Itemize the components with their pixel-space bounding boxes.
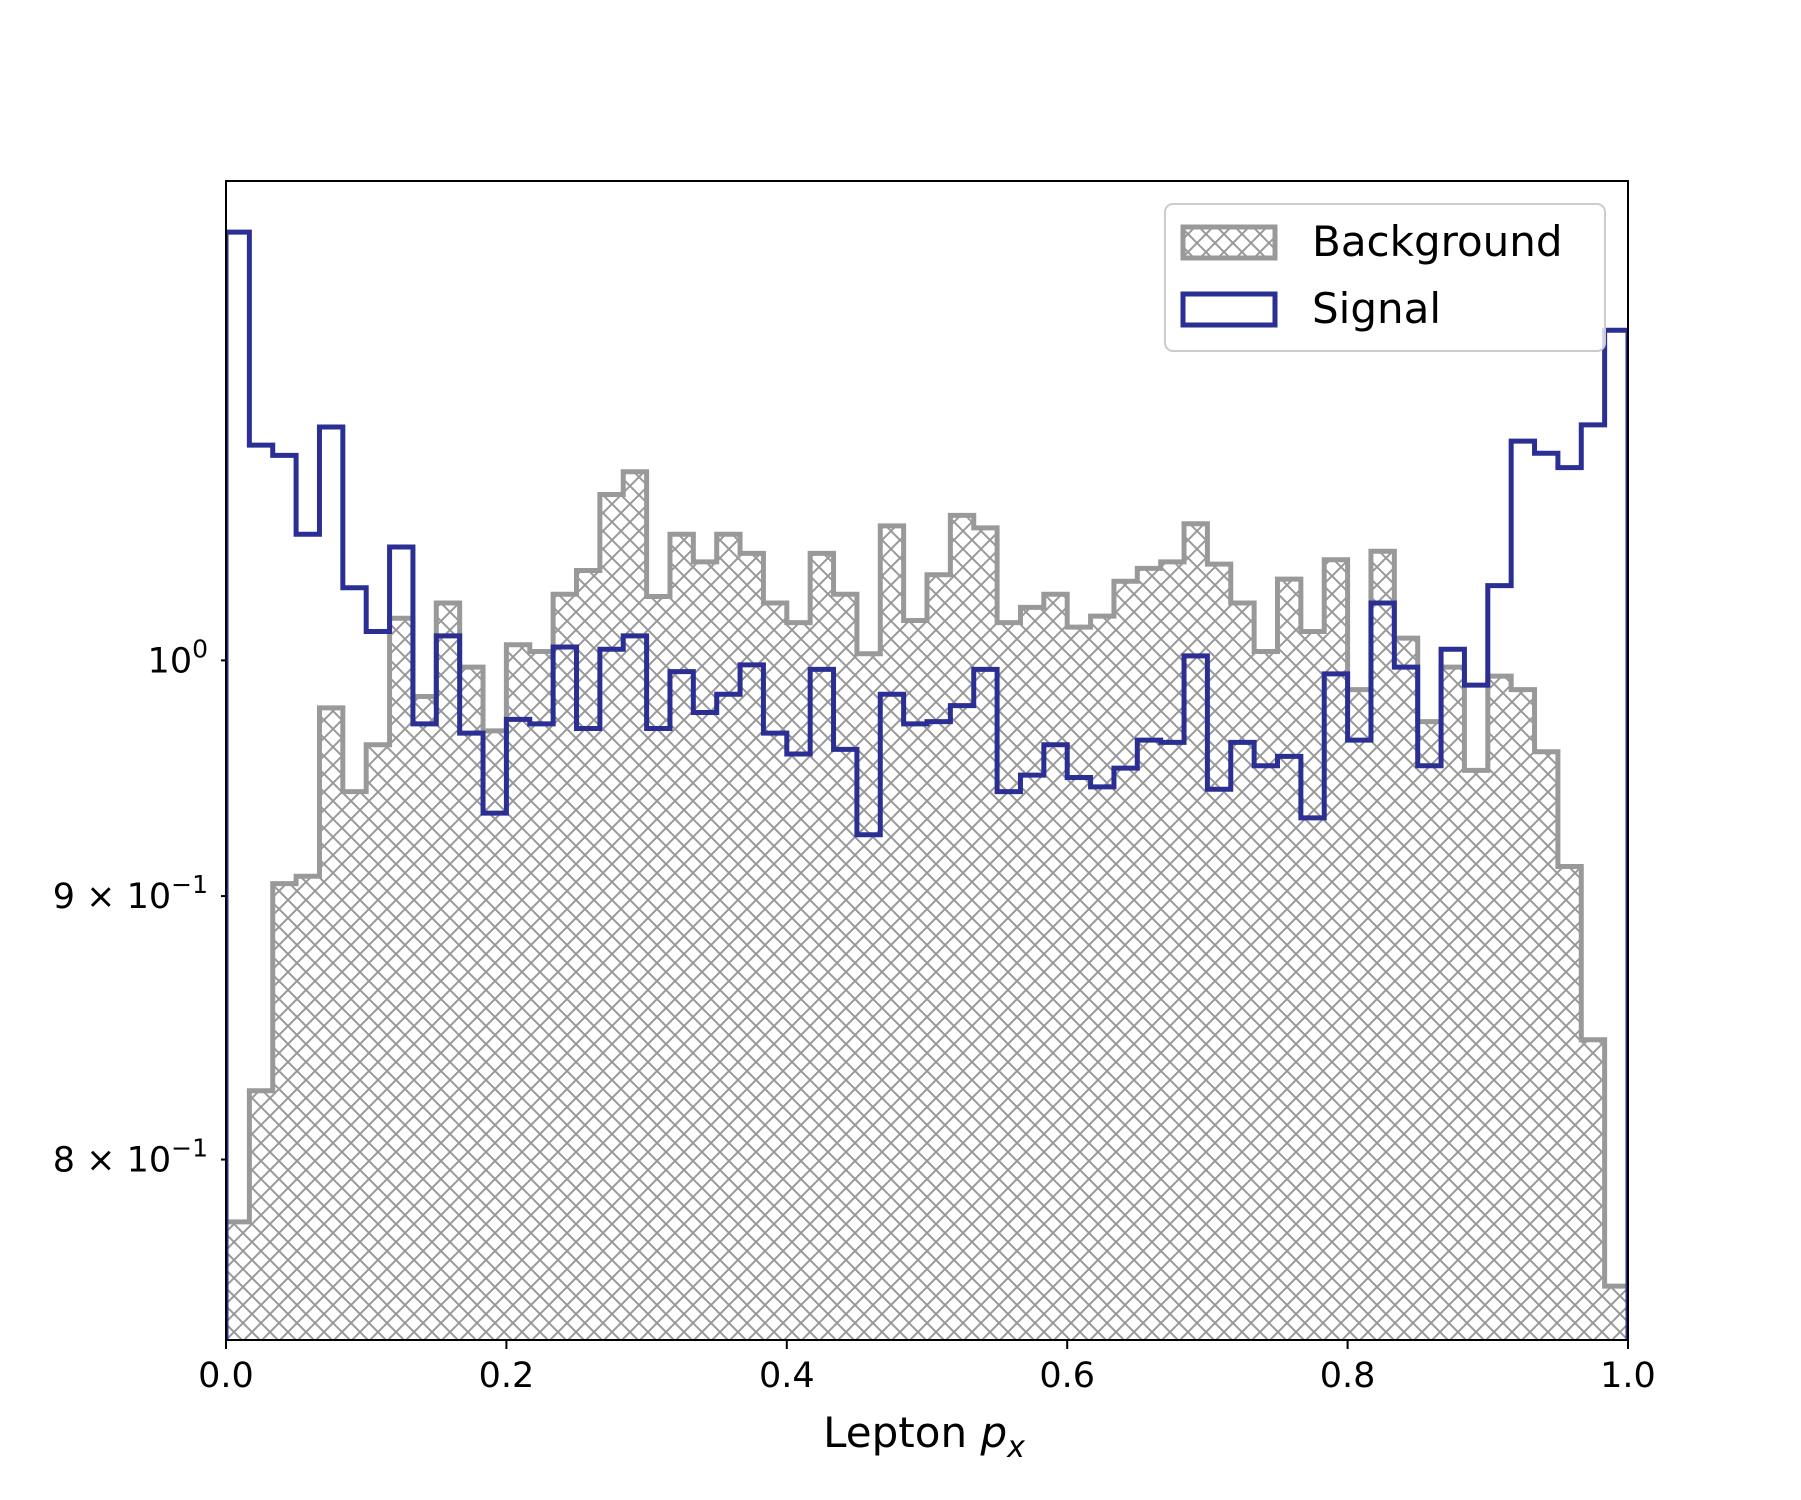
background-bin — [716, 534, 741, 1340]
background-bin — [1370, 551, 1395, 1340]
legend-background-label: Background — [1312, 217, 1563, 266]
background-bin — [927, 574, 951, 1340]
background-bin — [973, 527, 998, 1340]
background-bin — [856, 653, 881, 1340]
signal-outline — [226, 229, 1628, 1340]
x-axis: 0.0 0.2 0.4 0.6 0.8 1.0 — [198, 1340, 1656, 1396]
background-bin — [1020, 607, 1045, 1340]
background-bin — [1324, 559, 1349, 1340]
background-bin — [903, 620, 928, 1340]
background-bin — [1300, 631, 1325, 1340]
background-bin — [1230, 602, 1255, 1340]
signal-bin — [1605, 330, 1628, 1340]
background-bin — [810, 553, 835, 1340]
background-bin — [553, 594, 577, 1340]
background-bin — [459, 667, 484, 1340]
background-bin — [1043, 594, 1068, 1340]
background-bin — [1277, 579, 1302, 1340]
background-bin — [880, 525, 905, 1340]
background-bin — [1487, 676, 1512, 1340]
background-bin — [1347, 689, 1372, 1340]
background-bin — [342, 791, 367, 1340]
y-tick-label: 8 × 10−1 — [53, 1134, 208, 1181]
background-bin — [833, 594, 858, 1340]
background-bin — [389, 618, 414, 1340]
background-bin — [950, 515, 975, 1340]
background-bin — [319, 707, 344, 1340]
background-bin — [576, 570, 601, 1340]
x-axis-label: Lepton px — [823, 1408, 1025, 1465]
background-bin — [412, 696, 437, 1340]
background-bin — [1417, 721, 1442, 1340]
background-bin — [1207, 564, 1232, 1340]
background-bin — [1464, 770, 1489, 1340]
background-bin — [599, 494, 624, 1340]
x-tick-label: 0.6 — [1039, 1356, 1095, 1396]
background-bin — [1090, 616, 1115, 1340]
legend-signal-swatch — [1180, 291, 1278, 328]
background-bin — [1113, 581, 1138, 1340]
background-bin — [483, 730, 507, 1340]
legend-signal-label: Signal — [1312, 284, 1441, 333]
background-bin — [529, 651, 554, 1340]
background-bins — [226, 471, 1628, 1340]
background-bin — [1394, 638, 1419, 1340]
legend-background-swatch — [1180, 224, 1278, 261]
background-bin — [740, 553, 764, 1340]
background-bin — [296, 876, 320, 1340]
background-bin — [1557, 866, 1582, 1340]
background-bin — [786, 622, 811, 1340]
x-tick-label: 0.0 — [198, 1356, 254, 1396]
background-bin — [436, 602, 461, 1340]
background-bin — [1534, 751, 1559, 1340]
background-bin — [646, 596, 671, 1340]
legend: Background Signal — [1164, 203, 1606, 352]
background-bin — [1160, 561, 1185, 1340]
background-bin — [249, 1090, 274, 1340]
background-bin — [1184, 523, 1208, 1340]
background-bin — [1511, 689, 1536, 1340]
y-tick-label: 100 — [148, 634, 208, 681]
x-tick-label: 0.8 — [1320, 1356, 1376, 1396]
background-bin — [693, 561, 718, 1340]
background-bin — [1067, 627, 1092, 1340]
x-tick-label: 0.4 — [759, 1356, 815, 1396]
x-tick-label: 0.2 — [479, 1356, 535, 1396]
background-bin — [1604, 1286, 1628, 1340]
background-bin — [1137, 568, 1162, 1340]
background-bin — [1254, 651, 1278, 1340]
background-bin — [623, 471, 648, 1340]
background-bin — [997, 622, 1021, 1340]
y-tick-label: 9 × 10−1 — [53, 870, 208, 917]
y-axis: 100 9 × 10−1 8 × 10−1 — [53, 634, 226, 1181]
background-bin — [1441, 667, 1465, 1340]
background-bin — [272, 883, 297, 1340]
background-bin — [669, 534, 694, 1340]
plot-frame — [225, 180, 1629, 1341]
background-bin — [1581, 1039, 1606, 1340]
x-tick-label: 1.0 — [1600, 1356, 1656, 1396]
signal-bin — [226, 232, 249, 1340]
background-bin — [366, 744, 391, 1340]
background-bin — [763, 602, 788, 1340]
background-bin — [226, 1221, 250, 1340]
background-bin — [506, 644, 531, 1340]
